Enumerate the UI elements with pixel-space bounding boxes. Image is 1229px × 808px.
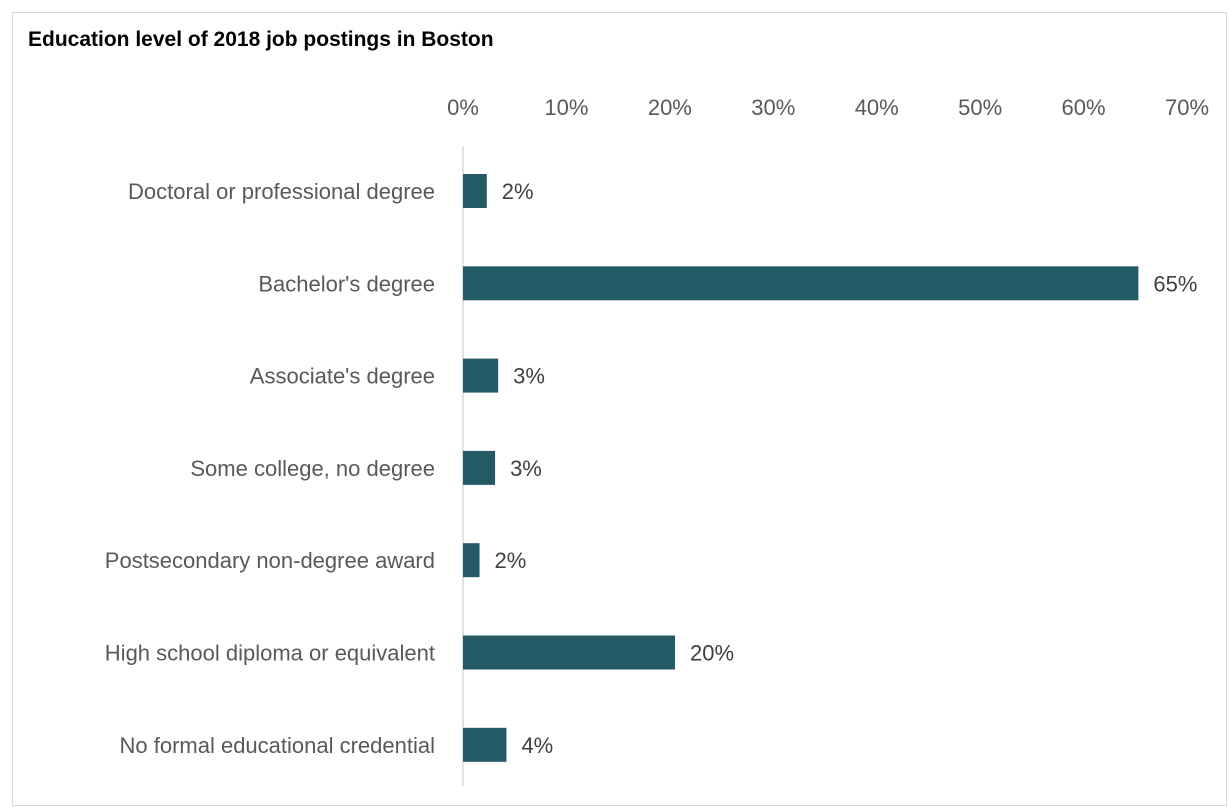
category-label: High school diploma or equivalent xyxy=(105,641,435,666)
data-label: 3% xyxy=(510,456,542,481)
bar xyxy=(463,635,676,670)
data-label: 2% xyxy=(495,548,527,573)
x-tick-label: 70% xyxy=(1165,95,1209,120)
x-tick-label: 40% xyxy=(855,95,899,120)
bar xyxy=(463,543,480,578)
x-tick-label: 30% xyxy=(751,95,795,120)
chart-frame xyxy=(12,12,1227,806)
data-labels: 2% 65% 3% 3% 2% 20% 4% xyxy=(495,179,1198,758)
chart-title: Education level of 2018 job postings in … xyxy=(28,28,494,51)
bar xyxy=(463,266,1139,301)
x-tick-label: 0% xyxy=(447,95,479,120)
bar xyxy=(463,174,487,208)
x-tick-label: 60% xyxy=(1062,95,1106,120)
x-tick-label: 10% xyxy=(544,95,588,120)
data-label: 2% xyxy=(502,179,534,204)
category-label: No formal educational credential xyxy=(119,733,435,758)
bar xyxy=(463,727,507,762)
data-label: 4% xyxy=(521,733,553,758)
data-label: 20% xyxy=(690,641,734,666)
data-label: 65% xyxy=(1153,271,1197,296)
x-tick-label: 20% xyxy=(648,95,692,120)
x-axis-ticks: 0% 10% 20% 30% 40% 50% 60% 70% xyxy=(447,95,1209,120)
category-label: Bachelor's degree xyxy=(258,271,435,296)
bar xyxy=(463,450,496,485)
x-tick-label: 50% xyxy=(958,95,1002,120)
category-label: Postsecondary non-degree award xyxy=(105,548,435,573)
category-label: Associate's degree xyxy=(250,364,435,389)
bars xyxy=(463,174,1139,762)
category-labels: Doctoral or professional degree Bachelor'… xyxy=(105,179,435,758)
bar xyxy=(463,358,499,393)
category-label: Some college, no degree xyxy=(190,456,435,481)
data-label: 3% xyxy=(513,364,545,389)
category-label: Doctoral or professional degree xyxy=(128,179,435,204)
